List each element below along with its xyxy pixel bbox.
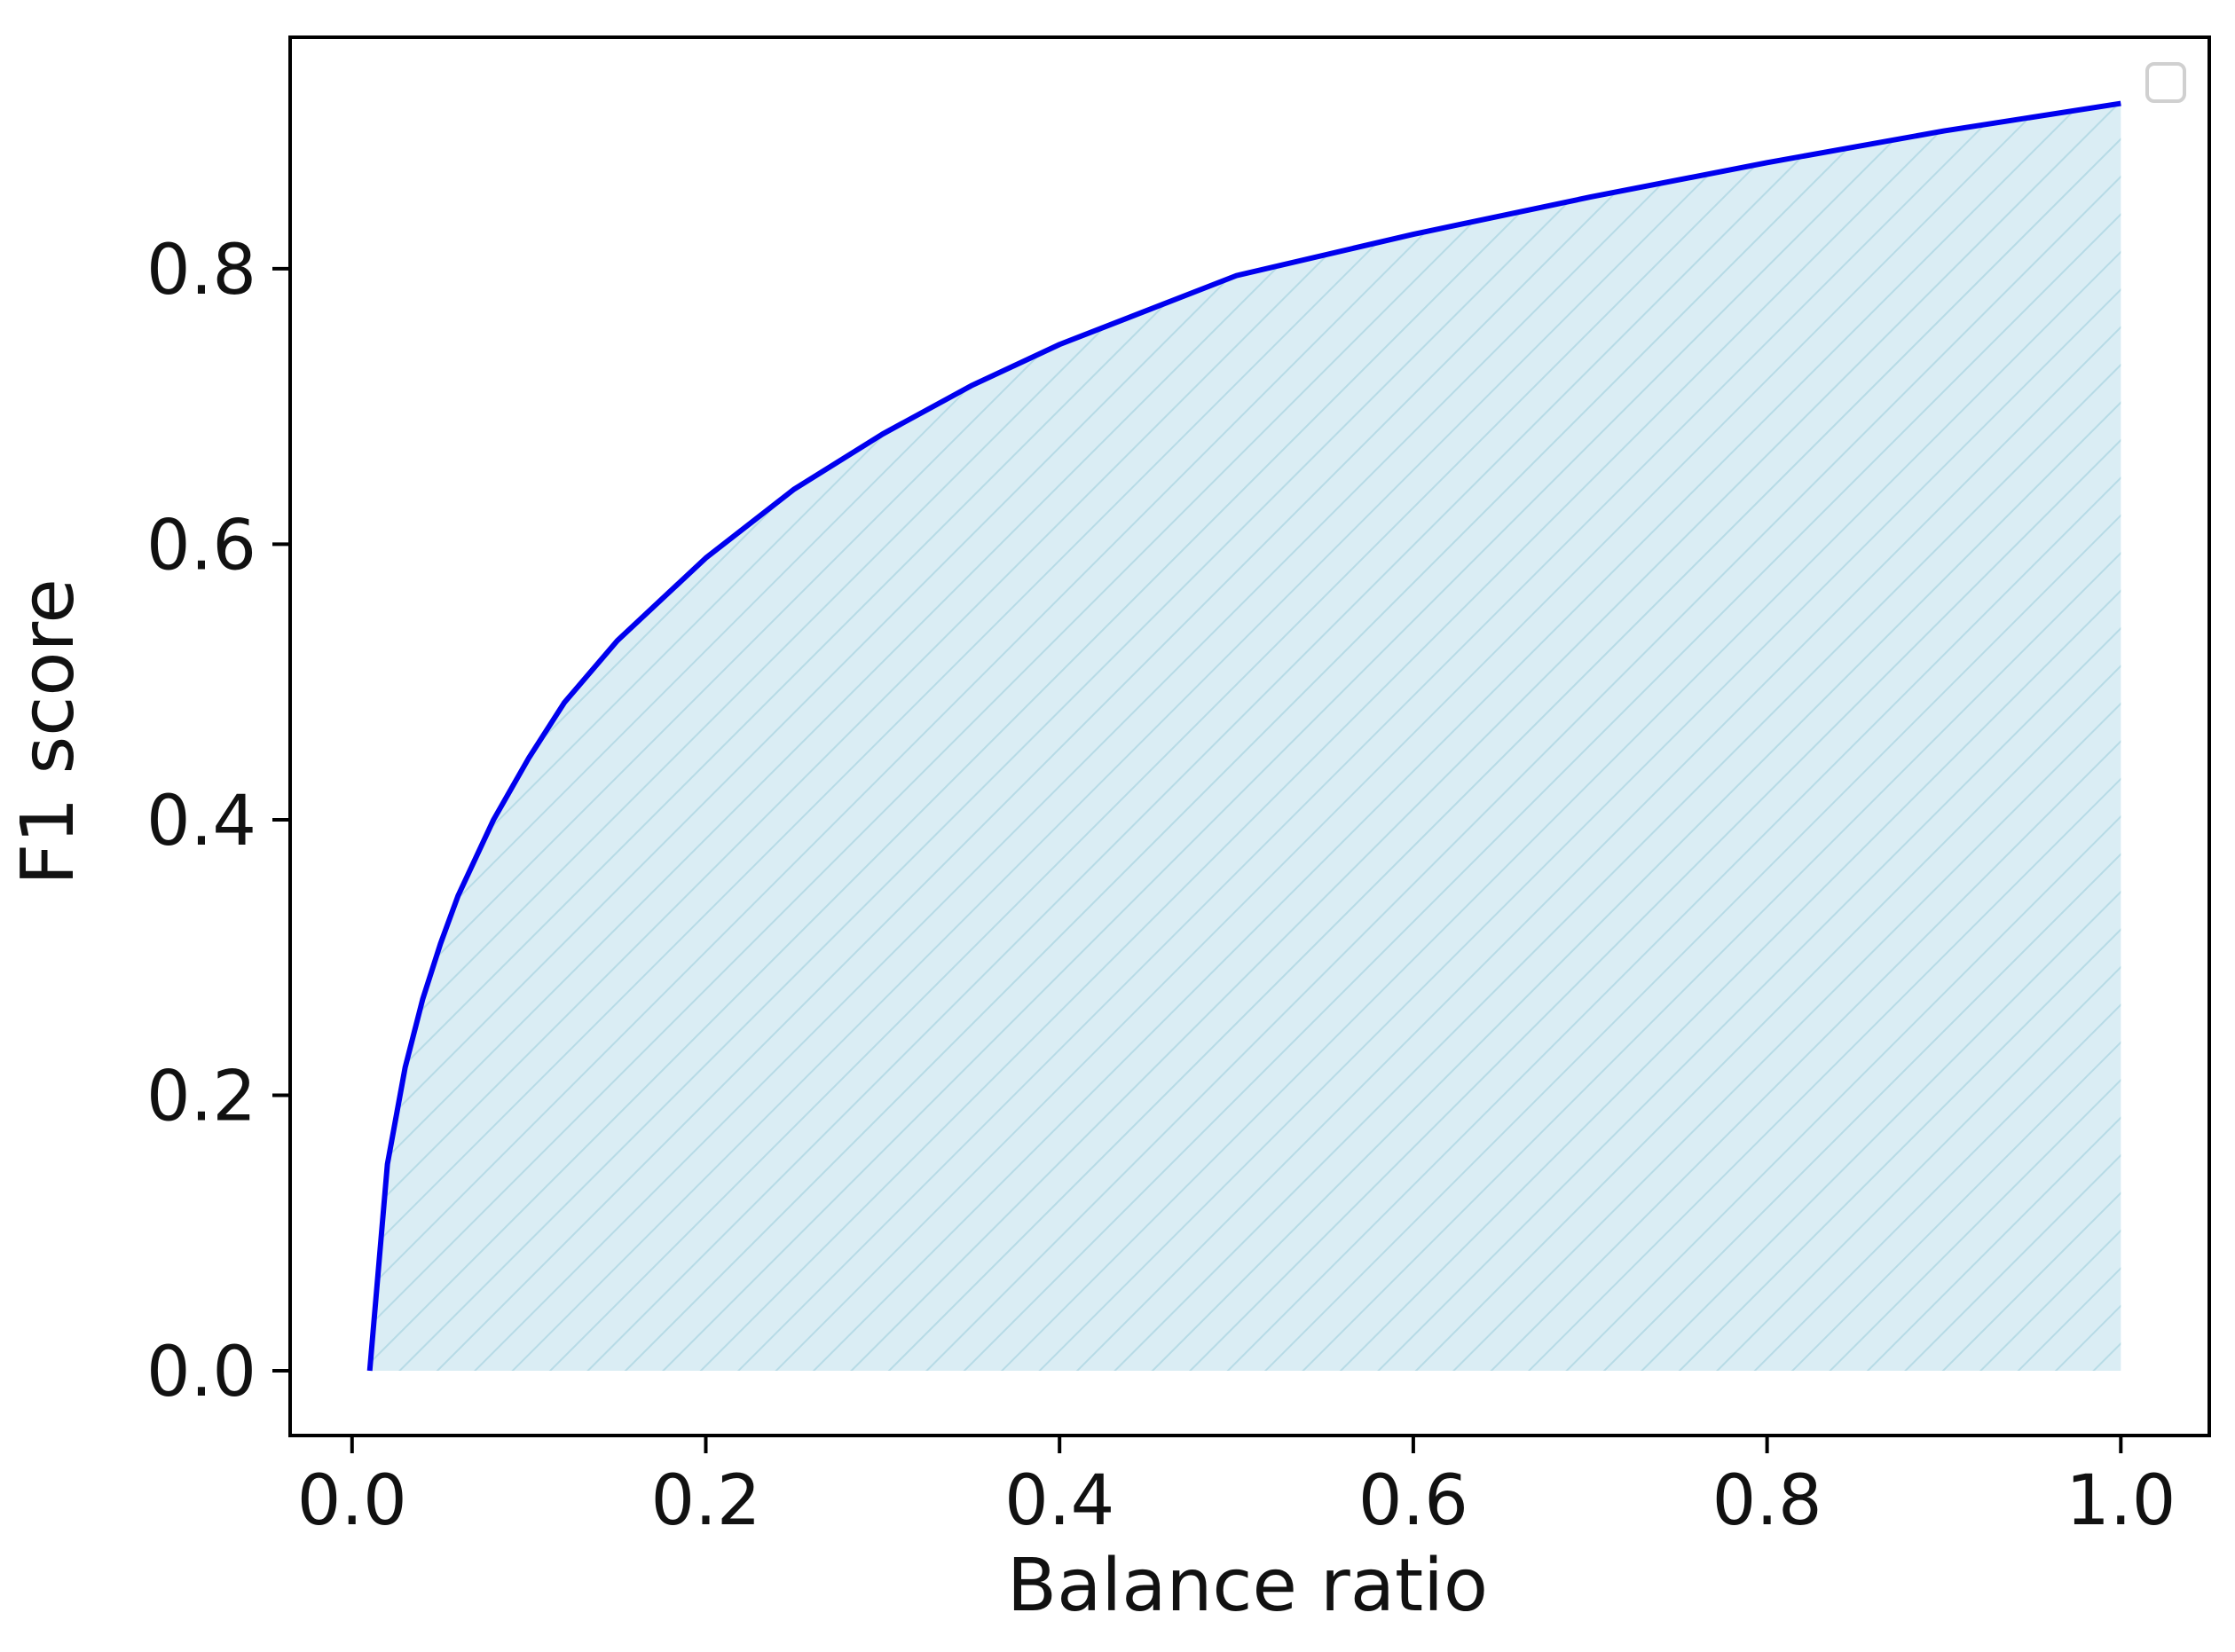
legend-box [2145,62,2186,103]
y-tick-label: 0.4 [146,782,256,861]
x-tick-label: 0.4 [1004,1461,1114,1541]
y-tick-label: 0.0 [146,1333,256,1412]
x-tick-label: 0.2 [650,1461,760,1541]
series-line [366,100,2121,1372]
x-tick-label: 0.0 [297,1461,407,1541]
y-tick-label: 0.8 [146,231,256,311]
y-tick-label: 0.2 [146,1057,256,1137]
plot-area [288,35,2211,1437]
x-tick-label: 0.8 [1712,1461,1822,1541]
x-tick-label: 0.6 [1358,1461,1468,1541]
y-tick-label: 0.6 [146,506,256,586]
x-axis-title: Balance ratio [1007,1544,1488,1628]
axis-ticks: 0.0 0.2 0.4 0.6 0.8 1.0 0.0 0.2 0.4 0.6 0.8 [146,231,2176,1541]
plot-frame [288,35,2211,1437]
x-tick-label: 1.0 [2066,1461,2176,1541]
series-area-hatch [369,103,2121,1372]
y-axis-title: F1 score [6,578,91,885]
